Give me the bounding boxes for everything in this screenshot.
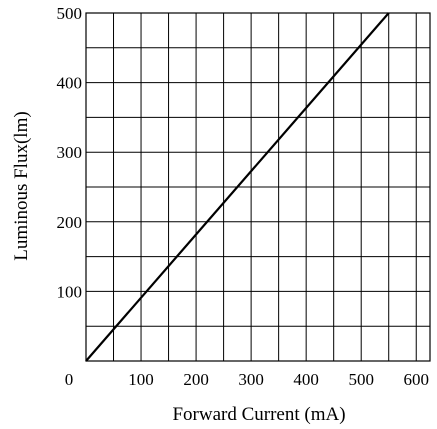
y-axis-label: Luminous Flux(lm): [11, 111, 32, 260]
x-tick-label: 0: [65, 370, 74, 389]
y-tick-label: 500: [57, 4, 83, 23]
x-tick-label: 600: [403, 370, 429, 389]
x-tick-label: 300: [238, 370, 264, 389]
x-tick-label: 100: [128, 370, 154, 389]
y-axis-ticks: 100 200 300 400 500: [57, 4, 83, 301]
x-tick-label: 500: [348, 370, 374, 389]
y-tick-label: 200: [57, 213, 83, 232]
y-tick-label: 400: [57, 74, 83, 93]
grid: [86, 13, 430, 361]
x-axis-label: Forward Current (mA): [172, 404, 345, 425]
x-tick-label: 200: [183, 370, 209, 389]
series-line: [85, 12, 390, 362]
series-group: [85, 12, 390, 362]
y-tick-label: 100: [57, 282, 83, 301]
y-tick-label: 300: [57, 143, 83, 162]
plot-frame: [85, 12, 431, 362]
x-tick-label: 400: [293, 370, 319, 389]
x-axis-ticks: 0 100 200 300 400 500 600: [65, 370, 429, 389]
